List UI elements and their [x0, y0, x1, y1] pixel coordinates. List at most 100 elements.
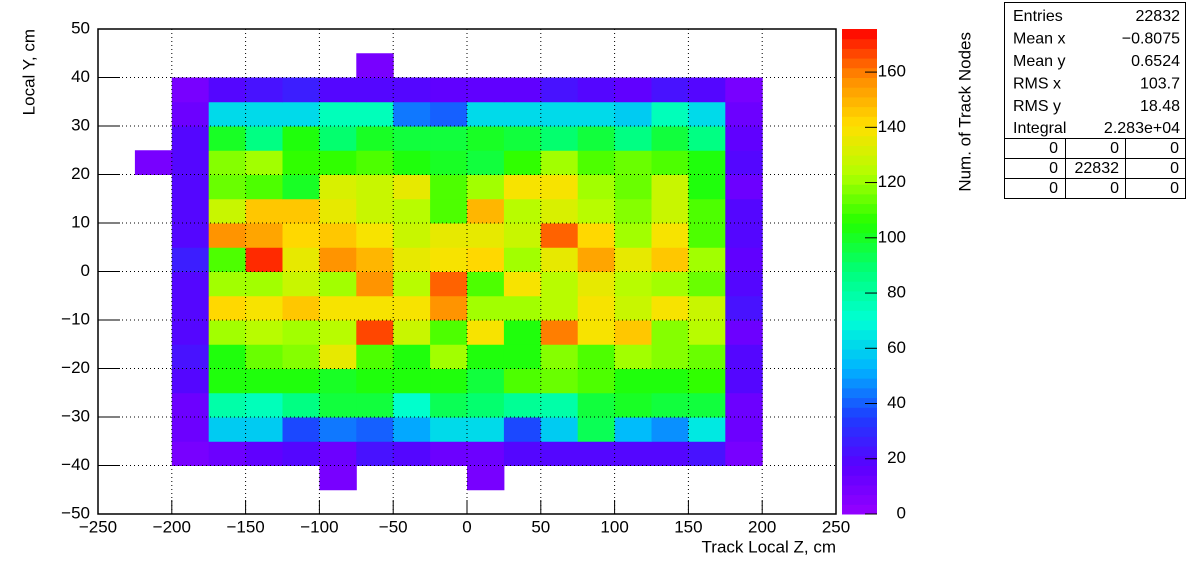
- heat-cell: [540, 417, 579, 442]
- heat-cell: [503, 392, 542, 418]
- colorbar-step: [842, 242, 877, 253]
- heat-cell: [614, 77, 652, 103]
- heat-cell: [503, 174, 542, 200]
- heat-cell: [208, 271, 247, 297]
- heat-cell: [319, 101, 357, 127]
- heat-cell: [614, 295, 652, 321]
- heat-cell: [577, 247, 616, 272]
- colorbar-step: [842, 465, 877, 476]
- heat-cell: [577, 77, 616, 103]
- heat-cell: [430, 344, 468, 369]
- heat-cell: [171, 271, 210, 297]
- heat-cell: [540, 223, 579, 248]
- z-tick-label: 60: [887, 338, 906, 357]
- heat-cell: [577, 198, 616, 224]
- colorbar-step: [842, 349, 877, 360]
- heat-cell: [245, 271, 283, 297]
- stats-cell: 0: [1110, 140, 1119, 157]
- colorbar-step: [842, 184, 877, 195]
- heat-cell: [356, 77, 394, 103]
- stats-label: RMS y: [1013, 98, 1061, 115]
- heat-cell: [208, 126, 247, 151]
- heat-cell: [282, 198, 320, 224]
- heat-cell: [614, 392, 652, 418]
- stats-cell: 0: [1170, 140, 1179, 157]
- heat-cell: [319, 344, 357, 369]
- heat-cell: [651, 417, 689, 442]
- z-tick-label: 20: [887, 448, 906, 467]
- heat-cell: [503, 126, 542, 151]
- heat-cell: [319, 441, 357, 466]
- colorbar-step: [842, 320, 877, 331]
- heat-cell: [171, 150, 210, 175]
- heat-cell: [430, 126, 468, 151]
- heat-cell: [208, 392, 247, 418]
- heat-cell: [171, 392, 210, 418]
- heat-cell: [393, 417, 431, 442]
- stats-cell: 0: [1170, 160, 1179, 177]
- heat-cell: [282, 295, 320, 321]
- heat-cell: [208, 320, 247, 345]
- heat-cell: [245, 320, 283, 345]
- heat-cell: [208, 174, 247, 200]
- heat-cell: [540, 320, 579, 345]
- stats-value: 22832: [1136, 8, 1181, 25]
- stats-cell: 22832: [1075, 160, 1120, 177]
- y-tick-label: 20: [71, 164, 90, 183]
- heat-cell: [319, 150, 357, 175]
- heat-cell: [356, 247, 394, 272]
- stats-label: Entries: [1013, 8, 1063, 25]
- heat-cell: [319, 465, 357, 491]
- colorbar-step: [842, 281, 877, 292]
- heat-cell: [430, 101, 468, 127]
- heat-cell: [430, 247, 468, 272]
- heat-cell: [614, 271, 652, 297]
- heat-cell: [282, 126, 320, 151]
- colorbar-step: [842, 29, 877, 40]
- y-tick-label: −20: [61, 358, 90, 377]
- heat-cell: [356, 198, 394, 224]
- colorbar-step: [842, 155, 877, 166]
- heat-cell: [393, 392, 431, 418]
- heat-cell: [356, 223, 394, 248]
- heat-cell: [651, 77, 689, 103]
- colorbar-step: [842, 67, 877, 78]
- colorbar-step: [842, 397, 877, 408]
- colorbar-step: [842, 407, 877, 418]
- colorbar-step: [842, 494, 877, 505]
- heat-cell: [171, 247, 210, 272]
- heat-cell: [503, 344, 542, 369]
- stats-value: 0.6524: [1131, 53, 1180, 70]
- colorbar-step: [842, 387, 877, 399]
- heat-cell: [319, 320, 357, 345]
- heat-cell: [430, 295, 468, 321]
- heat-cell: [282, 417, 320, 442]
- heat-cell: [688, 441, 726, 466]
- heat-cell: [356, 368, 394, 394]
- heat-cell: [614, 174, 652, 200]
- heat-cell: [467, 465, 505, 491]
- y-tick-label: 40: [71, 67, 90, 86]
- heat-cell: [614, 368, 652, 394]
- heat-cell: [577, 392, 616, 418]
- heat-cell: [171, 344, 210, 369]
- heat-cell: [393, 441, 431, 466]
- heat-cell: [651, 126, 689, 151]
- colorbar-step: [842, 135, 877, 146]
- z-tick-label: 0: [897, 503, 906, 522]
- heat-cell: [319, 223, 357, 248]
- heat-cell: [319, 392, 357, 418]
- heat-cell: [393, 295, 431, 321]
- colorbar-step: [842, 116, 877, 127]
- colorbar-step: [842, 164, 877, 175]
- stats-value: −0.8075: [1122, 31, 1180, 48]
- heat-cell: [208, 247, 247, 272]
- stats-cell: 0: [1049, 180, 1058, 197]
- heat-cell: [430, 320, 468, 345]
- heat-cell: [356, 295, 394, 321]
- heat-cell: [540, 77, 579, 103]
- heat-cell: [467, 223, 505, 248]
- heat-cell: [651, 198, 689, 224]
- x-tick-label: 200: [748, 517, 776, 536]
- heat-cell: [319, 77, 357, 103]
